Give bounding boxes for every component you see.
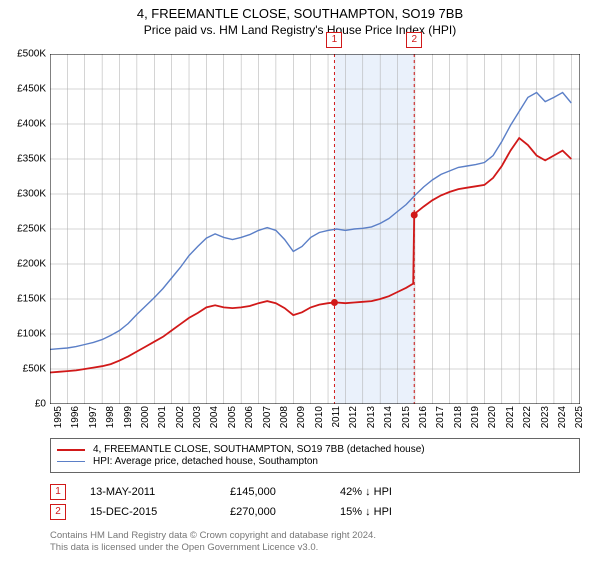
footer-line: Contains HM Land Registry data © Crown c… — [50, 530, 580, 542]
sale-marker-flag: 2 — [406, 32, 422, 48]
y-tick-label: £50K — [23, 364, 46, 375]
x-tick-label: 2013 — [366, 406, 377, 428]
x-tick-label: 2011 — [331, 406, 342, 428]
x-tick-label: 1996 — [70, 406, 81, 428]
x-tick-label: 2023 — [540, 406, 551, 428]
x-tick-label: 1999 — [123, 406, 134, 428]
x-tick-label: 2019 — [470, 406, 481, 428]
sale-date: 13-MAY-2011 — [90, 486, 230, 498]
y-tick-label: £200K — [17, 259, 46, 270]
sale-marker-icon: 1 — [50, 484, 66, 500]
x-tick-label: 2015 — [401, 406, 412, 428]
y-tick-label: £350K — [17, 154, 46, 165]
sales-table: 1 13-MAY-2011£145,00042% ↓ HPI 2 15-DEC-201… — [50, 480, 580, 524]
x-tick-label: 2001 — [157, 406, 168, 428]
x-tick-label: 2005 — [227, 406, 238, 428]
x-tick-label: 2021 — [505, 406, 516, 428]
x-tick-label: 2004 — [209, 406, 220, 428]
legend: 4, FREEMANTLE CLOSE, SOUTHAMPTON, SO19 7… — [50, 438, 580, 473]
x-tick-label: 2016 — [418, 406, 429, 428]
legend-label: 4, FREEMANTLE CLOSE, SOUTHAMPTON, SO19 7… — [93, 444, 425, 455]
y-tick-label: £0 — [35, 399, 46, 410]
sale-row: 1 13-MAY-2011£145,00042% ↓ HPI — [50, 484, 580, 500]
x-tick-label: 2022 — [522, 406, 533, 428]
x-tick-label: 2007 — [262, 406, 273, 428]
x-tick-label: 1998 — [105, 406, 116, 428]
x-tick-label: 2017 — [435, 406, 446, 428]
sale-row: 2 15-DEC-2015£270,00015% ↓ HPI — [50, 504, 580, 520]
sale-marker-icon: 2 — [50, 504, 66, 520]
x-tick-label: 2008 — [279, 406, 290, 428]
x-tick-label: 2025 — [574, 406, 585, 428]
legend-row: HPI: Average price, detached house, Sout… — [57, 456, 573, 467]
legend-swatch — [57, 449, 85, 451]
legend-label: HPI: Average price, detached house, Sout… — [93, 456, 318, 467]
x-tick-label: 1997 — [88, 406, 99, 428]
y-tick-label: £250K — [17, 224, 46, 235]
footer: Contains HM Land Registry data © Crown c… — [50, 530, 580, 555]
x-tick-label: 2014 — [383, 406, 394, 428]
y-tick-label: £300K — [17, 189, 46, 200]
sale-price: £145,000 — [230, 486, 340, 498]
sale-price: £270,000 — [230, 506, 340, 518]
chart-area: £0£50K£100K£150K£200K£250K£300K£350K£400… — [50, 54, 580, 404]
x-tick-label: 2003 — [192, 406, 203, 428]
chart-subtitle: Price paid vs. HM Land Registry's House … — [0, 23, 600, 37]
x-tick-label: 2010 — [314, 406, 325, 428]
footer-line: This data is licensed under the Open Gov… — [50, 542, 580, 554]
y-tick-label: £100K — [17, 329, 46, 340]
chart-plot — [50, 54, 580, 404]
x-tick-label: 2006 — [244, 406, 255, 428]
sale-date: 15-DEC-2015 — [90, 506, 230, 518]
y-tick-label: £500K — [17, 49, 46, 60]
sale-pct: 15% ↓ HPI — [340, 506, 460, 518]
y-tick-label: £150K — [17, 294, 46, 305]
x-tick-label: 2009 — [296, 406, 307, 428]
x-tick-label: 1995 — [53, 406, 64, 428]
sale-marker-flag: 1 — [326, 32, 342, 48]
chart-title: 4, FREEMANTLE CLOSE, SOUTHAMPTON, SO19 7… — [0, 6, 600, 21]
x-tick-label: 2012 — [348, 406, 359, 428]
y-tick-label: £450K — [17, 84, 46, 95]
y-tick-label: £400K — [17, 119, 46, 130]
chart-container: 4, FREEMANTLE CLOSE, SOUTHAMPTON, SO19 7… — [0, 6, 600, 566]
legend-row: 4, FREEMANTLE CLOSE, SOUTHAMPTON, SO19 7… — [57, 444, 573, 455]
x-tick-label: 2020 — [487, 406, 498, 428]
sale-pct: 42% ↓ HPI — [340, 486, 460, 498]
x-tick-label: 2000 — [140, 406, 151, 428]
x-tick-label: 2018 — [453, 406, 464, 428]
x-tick-label: 2024 — [557, 406, 568, 428]
x-tick-label: 2002 — [175, 406, 186, 428]
legend-swatch — [57, 461, 85, 462]
